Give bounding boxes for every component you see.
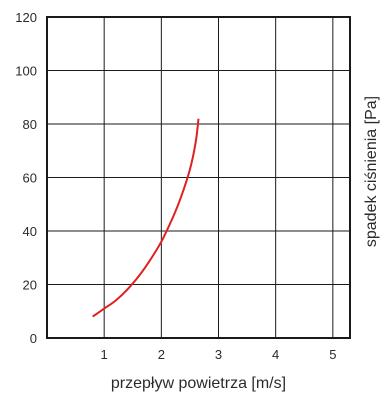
grid: [47, 17, 350, 338]
y-axis-ticks: 0 20 40 60 80 100 120: [15, 10, 37, 346]
y-tick-label-2: 40: [23, 224, 37, 239]
x-tick-label-4: 5: [329, 347, 336, 362]
series-line: [92, 118, 200, 318]
x-tick-label-1: 2: [158, 347, 165, 362]
y-tick-label-3: 60: [23, 171, 37, 186]
x-axis-ticks: 1 2 3 4 5: [101, 347, 337, 362]
y-tick-label-0: 0: [30, 331, 37, 346]
y-tick-label-1: 20: [23, 278, 37, 293]
y-tick-label-6: 120: [15, 10, 37, 25]
plot-frame: [46, 16, 351, 339]
y-tick-label-4: 80: [23, 117, 37, 132]
y-tick-label-5: 100: [15, 64, 37, 79]
x-axis-label: przepływ powietrza [m/s]: [111, 375, 286, 392]
x-tick-label-2: 3: [215, 347, 222, 362]
x-tick-label-3: 4: [272, 347, 279, 362]
y-axis-label: spadek ciśnienia [Pa]: [363, 96, 380, 247]
x-tick-label-0: 1: [101, 347, 108, 362]
